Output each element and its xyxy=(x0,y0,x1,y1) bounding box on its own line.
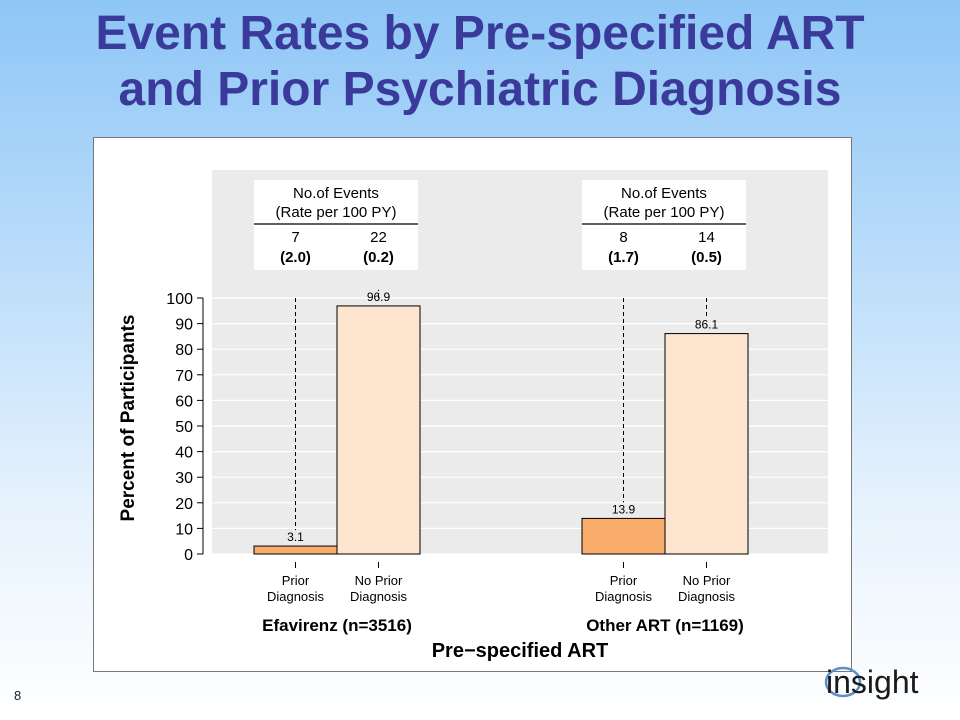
x-category-label: No Prior xyxy=(355,573,403,588)
x-category-label: No Prior xyxy=(683,573,731,588)
insight-logo: insight xyxy=(824,664,919,700)
x-axis-label: Pre−specified ART xyxy=(432,640,609,662)
y-tick-label: 20 xyxy=(175,496,193,513)
x-category-label: Diagnosis xyxy=(350,589,408,604)
y-tick-label: 90 xyxy=(175,317,193,334)
group-label: Efavirenz (n=3516) xyxy=(262,616,412,635)
event-table-background xyxy=(254,180,418,270)
x-category-label: Diagnosis xyxy=(678,589,736,604)
event-table-header: (Rate per 100 PY) xyxy=(604,204,725,221)
x-category-label: Diagnosis xyxy=(267,589,325,604)
event-count: 14 xyxy=(698,229,715,246)
y-tick-label: 0 xyxy=(184,547,193,564)
y-axis: 0 10 20 30 40 50 60 70 80 90 100 Percent of Partici… xyxy=(118,291,204,564)
y-tick-label: 40 xyxy=(175,445,193,462)
event-tables: No.of Events (Rate per 100 PY) 7 (2.0) 22 (0.… xyxy=(254,180,746,270)
logo-ring xyxy=(824,666,862,698)
y-tick-label: 10 xyxy=(175,521,193,538)
slide-title-line-1: Event Rates by Pre-specified ART xyxy=(95,7,865,60)
bar-value-label: 86.1 xyxy=(695,318,719,332)
slide-title: Event Rates by Pre-specified ART and Pri… xyxy=(0,6,960,118)
y-axis-label: Percent of Participants xyxy=(118,315,139,522)
logo-wordmark: insight xyxy=(826,664,919,700)
bars: 3.1 96.9 13.9 86.1 xyxy=(253,289,749,555)
event-table-header: No.of Events xyxy=(621,185,707,202)
bar xyxy=(336,305,421,555)
event-count: 22 xyxy=(370,229,387,246)
x-category-label: Prior xyxy=(610,573,638,588)
bar-chart: 0 10 20 30 40 50 60 70 80 90 100 Percent of Partici… xyxy=(118,170,828,662)
y-tick-label: 50 xyxy=(175,419,193,436)
event-rate: (0.5) xyxy=(691,249,722,266)
event-table-header: No.of Events xyxy=(293,185,379,202)
bar xyxy=(253,545,338,555)
figure-panel: 0 10 20 30 40 50 60 70 80 90 100 Percent of Partici… xyxy=(93,137,852,672)
x-category-label: Diagnosis xyxy=(595,589,653,604)
grid-lines xyxy=(212,297,828,555)
event-rate: (0.2) xyxy=(363,249,394,266)
event-table-background xyxy=(582,180,746,270)
bar xyxy=(664,333,749,555)
event-rate: (2.0) xyxy=(280,249,311,266)
y-tick-label: 70 xyxy=(175,368,193,385)
y-tick-label: 100 xyxy=(166,291,193,308)
slide-number: 8 xyxy=(14,688,22,703)
group-label: Other ART (n=1169) xyxy=(586,616,744,635)
bar-value-label: 96.9 xyxy=(367,290,391,304)
y-tick-label: 30 xyxy=(175,470,193,487)
event-rate: (1.7) xyxy=(608,249,639,266)
y-tick-label: 80 xyxy=(175,342,193,359)
bar-value-label: 3.1 xyxy=(287,530,304,544)
event-count: 7 xyxy=(291,229,299,246)
slide-title-line-2: and Prior Psychiatric Diagnosis xyxy=(118,63,842,116)
bar xyxy=(581,517,666,555)
y-tick-label: 60 xyxy=(175,393,193,410)
bar-value-label: 13.9 xyxy=(612,502,636,516)
event-table-header: (Rate per 100 PY) xyxy=(276,204,397,221)
event-count: 8 xyxy=(619,229,627,246)
x-category-label: Prior xyxy=(282,573,310,588)
